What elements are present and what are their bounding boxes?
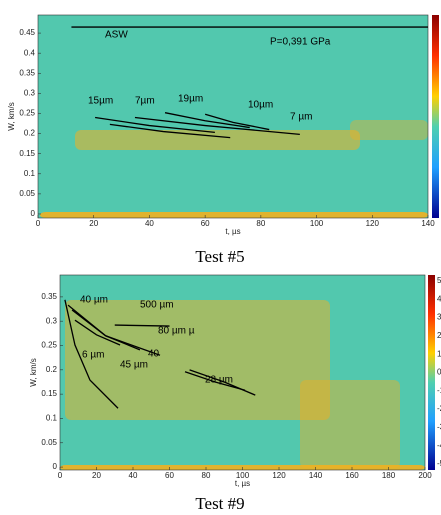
x-axis-label: t, µs xyxy=(225,227,240,236)
annotation: 40 µm xyxy=(80,295,108,306)
x-tick-label: 40 xyxy=(129,471,138,480)
x-tick-label: 120 xyxy=(366,219,380,228)
x-tick-label: 0 xyxy=(36,219,41,228)
heatmap-intensity xyxy=(75,130,360,150)
colorbar-tick-label: -3 xyxy=(437,423,441,432)
plot-frame xyxy=(37,14,429,219)
x-tick-label: 200 xyxy=(418,471,432,480)
chart-title: Test #5 xyxy=(195,247,244,266)
colorbar-tick-label: -2 xyxy=(437,404,441,413)
y-tick-label: 0.35 xyxy=(41,292,57,301)
y-tick-label: 0.3 xyxy=(24,88,36,97)
colorbar-tick-label: 2 xyxy=(437,331,441,340)
heatmap-background xyxy=(38,15,428,218)
curve xyxy=(114,324,170,327)
annotation: P=0,391 GPa xyxy=(270,37,331,48)
x-tick-label: 20 xyxy=(92,471,101,480)
colorbar-tick-label: 3 xyxy=(437,313,441,322)
y-tick-label: 0.15 xyxy=(19,149,35,158)
y-tick-label: 0.25 xyxy=(19,109,35,118)
colorbar-tick-label: 5 xyxy=(437,276,441,285)
x-tick-label: 140 xyxy=(421,219,435,228)
annotation: 19µm xyxy=(178,94,203,105)
y-tick-label: 0.25 xyxy=(41,341,57,350)
y-tick-label: 0.05 xyxy=(19,189,35,198)
annotation: 28 µm xyxy=(205,375,233,386)
x-tick-label: 80 xyxy=(256,219,265,228)
y-tick-label: 0 xyxy=(31,209,36,218)
annotation: 7 µm xyxy=(290,112,312,123)
y-tick-label: 0.45 xyxy=(19,28,35,37)
curve xyxy=(64,299,119,409)
annotation: 500 µm xyxy=(140,300,174,311)
curve xyxy=(189,369,256,396)
annotation: 7µm xyxy=(135,96,155,107)
curve xyxy=(164,112,250,129)
colorbar-tick-label: -5 xyxy=(437,459,441,468)
heatmap-intensity xyxy=(40,212,428,218)
colorbar-tick-label: -1 xyxy=(437,386,441,395)
chart-title: Test #9 xyxy=(195,494,244,513)
x-tick-label: 60 xyxy=(165,471,174,480)
curve xyxy=(74,319,121,346)
y-tick-label: 0.05 xyxy=(41,438,57,447)
x-tick-label: 40 xyxy=(145,219,154,228)
y-tick-label: 0.4 xyxy=(24,48,36,57)
colorbar xyxy=(432,15,439,218)
annotation: 45 µm xyxy=(120,360,148,371)
x-tick-label: 60 xyxy=(201,219,210,228)
curve xyxy=(71,309,141,351)
colorbar-tick-label: 0 xyxy=(437,368,441,377)
annotation: 15µm xyxy=(88,96,113,107)
annotation: 6 µm xyxy=(82,350,104,361)
annotation: 40 xyxy=(148,349,160,360)
heatmap-intensity xyxy=(350,120,428,140)
y-tick-label: 0.1 xyxy=(46,414,58,423)
x-tick-label: 160 xyxy=(345,471,359,480)
y-axis-label: W, km/s xyxy=(7,102,16,130)
y-tick-label: 0.2 xyxy=(24,129,36,138)
curve xyxy=(95,116,215,134)
y-tick-label: 0 xyxy=(53,462,58,471)
x-tick-label: 100 xyxy=(236,471,250,480)
annotation: ASW xyxy=(105,30,128,41)
colorbar xyxy=(428,275,435,470)
x-tick-label: 120 xyxy=(272,471,286,480)
curve xyxy=(184,371,246,391)
annotation: 10µm xyxy=(248,100,273,111)
x-tick-label: 0 xyxy=(58,471,63,480)
curve xyxy=(204,113,270,131)
y-tick-label: 0.35 xyxy=(19,68,35,77)
x-tick-label: 180 xyxy=(382,471,396,480)
colorbar-tick-label: 1 xyxy=(437,349,441,358)
x-tick-label: 20 xyxy=(89,219,98,228)
x-axis-label: t, µs xyxy=(235,479,250,488)
heatmap-intensity xyxy=(300,380,400,468)
y-tick-label: 0.1 xyxy=(24,169,36,178)
colorbar-tick-label: 4 xyxy=(437,294,441,303)
annotation: 80 µm µ xyxy=(158,326,195,337)
curve xyxy=(134,116,300,136)
y-axis-label: W, km/s xyxy=(29,358,38,386)
colorbar-tick-label: -4 xyxy=(437,441,441,450)
x-tick-label: 80 xyxy=(202,471,211,480)
curve xyxy=(109,123,231,139)
y-tick-label: 0.2 xyxy=(46,365,58,374)
y-tick-label: 0.3 xyxy=(46,316,58,325)
x-tick-label: 140 xyxy=(309,471,323,480)
heatmap-intensity xyxy=(65,300,330,420)
y-tick-label: 0.15 xyxy=(41,389,57,398)
x-tick-label: 100 xyxy=(310,219,324,228)
